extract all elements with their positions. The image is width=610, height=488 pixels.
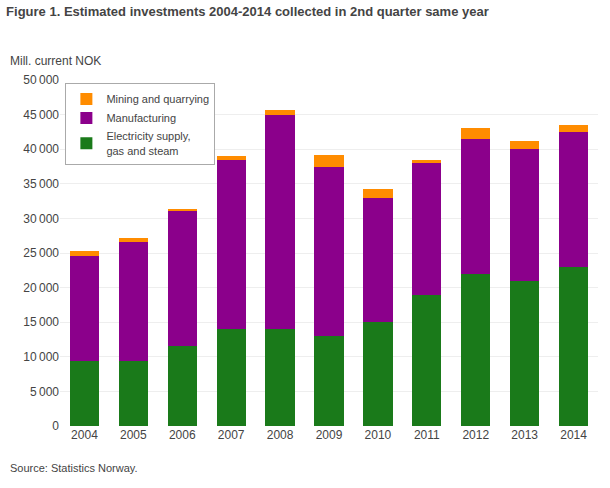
svg-text:Manufacturing: Manufacturing: [106, 112, 176, 124]
svg-text:Mill. current NOK: Mill. current NOK: [10, 54, 101, 68]
svg-text:2007: 2007: [218, 428, 245, 442]
svg-text:2010: 2010: [365, 428, 392, 442]
svg-text:45 000: 45 000: [23, 108, 59, 122]
svg-text:2009: 2009: [316, 428, 343, 442]
svg-text:2014: 2014: [560, 428, 587, 442]
svg-text:Figure 1. Estimated investment: Figure 1. Estimated investments 2004-201…: [6, 4, 489, 19]
svg-text:2012: 2012: [462, 428, 489, 442]
svg-text:2008: 2008: [267, 428, 294, 442]
svg-text:2006: 2006: [169, 428, 196, 442]
svg-text:10 000: 10 000: [23, 350, 59, 364]
svg-text:25 000: 25 000: [23, 246, 59, 260]
svg-text:2013: 2013: [511, 428, 538, 442]
svg-text:5 000: 5 000: [30, 385, 59, 399]
svg-text:Mining and quarrying: Mining and quarrying: [106, 93, 209, 105]
svg-text:30 000: 30 000: [23, 212, 59, 226]
svg-text:0: 0: [52, 419, 59, 433]
svg-text:20 000: 20 000: [23, 281, 59, 295]
svg-text:15 000: 15 000: [23, 315, 59, 329]
svg-text:35 000: 35 000: [23, 177, 59, 191]
svg-text:2011: 2011: [414, 428, 440, 442]
svg-text:50 000: 50 000: [23, 73, 59, 87]
svg-text:Electricity supply,gas and ste: Electricity supply,gas and steam: [106, 130, 190, 156]
svg-text:Source: Statistics Norway.: Source: Statistics Norway.: [10, 462, 138, 474]
svg-text:2004: 2004: [71, 428, 98, 442]
svg-text:40 000: 40 000: [23, 142, 59, 156]
svg-text:2005: 2005: [120, 428, 147, 442]
